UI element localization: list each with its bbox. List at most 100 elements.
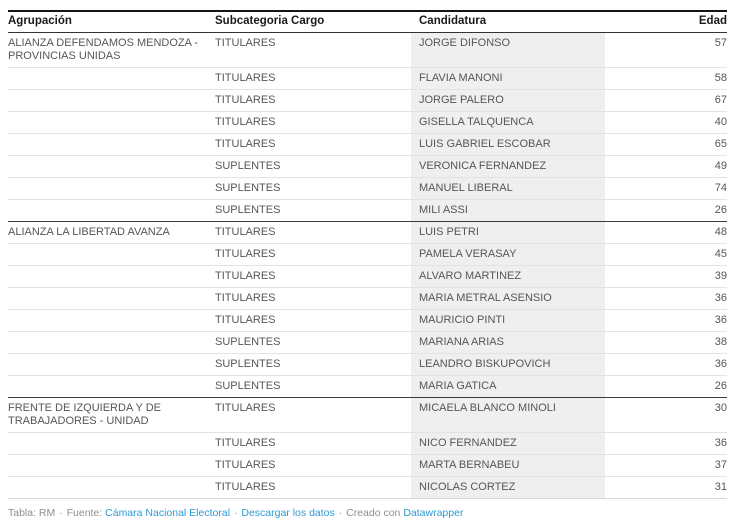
cell-edad: 49: [605, 155, 727, 178]
separator-dot: ·: [59, 507, 63, 519]
table-row: SUPLENTES MILI ASSI 26: [8, 199, 727, 222]
cell-agrupacion-empty: [8, 89, 215, 112]
table-row: TITULARES MARIA METRAL ASENSIO 36: [8, 287, 727, 310]
cell-edad: 37: [605, 454, 727, 477]
table-row: TITULARES JORGE PALERO 67: [8, 89, 727, 112]
col-header-agrupacion: Agrupación: [8, 10, 215, 33]
cell-candidatura: MARIANA ARIAS: [411, 331, 605, 354]
table-row: SUPLENTES LEANDRO BISKUPOVICH 36: [8, 353, 727, 376]
col-header-candidatura: Candidatura: [411, 10, 605, 33]
cell-candidatura: MANUEL LIBERAL: [411, 177, 605, 200]
cell-edad: 67: [605, 89, 727, 112]
separator-dot: ·: [233, 507, 238, 519]
cell-cargo: TITULARES: [215, 397, 411, 433]
cell-cargo: SUPLENTES: [215, 199, 411, 222]
cell-cargo: SUPLENTES: [215, 353, 411, 376]
cell-agrupacion-empty: [8, 309, 215, 332]
cell-candidatura: FLAVIA MANONI: [411, 67, 605, 90]
cell-edad: 38: [605, 331, 727, 354]
cell-cargo: TITULARES: [215, 287, 411, 310]
datawrapper-link[interactable]: Datawrapper: [403, 507, 464, 519]
separator-dot: ·: [338, 507, 343, 519]
cell-candidatura: NICOLAS CORTEZ: [411, 476, 605, 499]
cell-agrupacion-empty: [8, 111, 215, 134]
cell-cargo: TITULARES: [215, 309, 411, 332]
cell-agrupacion-empty: [8, 243, 215, 266]
cell-edad: 36: [605, 309, 727, 332]
cell-agrupacion: ALIANZA DEFENDAMOS MENDOZA - PROVINCIAS …: [8, 37, 199, 62]
table-header: Agrupación Subcategoria Cargo Candidatur…: [8, 10, 727, 33]
cell-edad: 65: [605, 133, 727, 156]
table-row: TITULARES MAURICIO PINTI 36: [8, 309, 727, 332]
cell-cargo: TITULARES: [215, 89, 411, 112]
cell-edad: 36: [605, 353, 727, 376]
cell-candidatura: MARIA GATICA: [411, 375, 605, 398]
cell-agrupacion-empty: [8, 265, 215, 288]
cell-candidatura: LUIS GABRIEL ESCOBAR: [411, 133, 605, 156]
table-row: TITULARES MARTA BERNABEU 37: [8, 454, 727, 477]
cell-candidatura: MICAELA BLANCO MINOLI: [411, 397, 605, 433]
cell-agrupacion: ALIANZA LA LIBERTAD AVANZA: [8, 221, 215, 244]
cell-candidatura: LUIS PETRI: [411, 221, 605, 244]
cell-candidatura: MARTA BERNABEU: [411, 454, 605, 477]
cell-edad: 26: [605, 375, 727, 398]
cell-cargo: TITULARES: [215, 476, 411, 499]
cell-edad: 26: [605, 199, 727, 222]
table-row: TITULARES FLAVIA MANONI 58: [8, 67, 727, 90]
cell-agrupacion-empty: [8, 454, 215, 477]
source-label: Fuente:: [66, 507, 103, 519]
cell-cargo: TITULARES: [215, 37, 276, 49]
attribution-footer: Tabla: RM · Fuente: Cámara Nacional Elec…: [8, 507, 727, 520]
cell-cargo: TITULARES: [215, 67, 411, 90]
cell-agrupacion-empty: [8, 287, 215, 310]
cell-candidatura: MILI ASSI: [411, 199, 605, 222]
cell-candidatura: VERONICA FERNANDEZ: [411, 155, 605, 178]
table-row: TITULARES LUIS GABRIEL ESCOBAR 65: [8, 133, 727, 156]
table-body: ALIANZA DEFENDAMOS MENDOZA - PROVINCIAS …: [8, 32, 727, 499]
cell-edad: 74: [605, 177, 727, 200]
source-link[interactable]: Cámara Nacional Electoral: [105, 507, 231, 519]
table-row: TITULARES NICO FERNANDEZ 36: [8, 432, 727, 455]
cell-agrupacion-empty: [8, 155, 215, 178]
table-row: SUPLENTES VERONICA FERNANDEZ 49: [8, 155, 727, 178]
table-row: FRENTE DE IZQUIERDA Y DE TRABAJADORES - …: [8, 397, 727, 433]
table-row: TITULARES PAMELA VERASAY 45: [8, 243, 727, 266]
cell-agrupacion-empty: [8, 133, 215, 156]
cell-edad: 40: [605, 111, 727, 134]
created-with-label: Creado con: [346, 507, 401, 519]
table-row: TITULARES ALVARO MARTINEZ 39: [8, 265, 727, 288]
cell-cargo: TITULARES: [215, 432, 411, 455]
col-header-edad: Edad: [605, 10, 727, 33]
cell-candidatura: MAURICIO PINTI: [411, 309, 605, 332]
cell-agrupacion-empty: [8, 353, 215, 376]
cell-candidatura: PAMELA VERASAY: [411, 243, 605, 266]
header-row: Agrupación Subcategoria Cargo Candidatur…: [8, 10, 727, 33]
cell-agrupacion: FRENTE DE IZQUIERDA Y DE TRABAJADORES - …: [8, 397, 215, 433]
table-row: ALIANZA DEFENDAMOS MENDOZA - PROVINCIAS …: [8, 32, 727, 68]
download-data-link[interactable]: Descargar los datos: [241, 507, 335, 519]
cell-edad: 45: [605, 243, 727, 266]
cell-candidatura: LEANDRO BISKUPOVICH: [411, 353, 605, 376]
table-row: TITULARES GISELLA TALQUENCA 40: [8, 111, 727, 134]
table-row: ALIANZA LA LIBERTAD AVANZA TITULARES LUI…: [8, 221, 727, 244]
col-header-subcategoria: Subcategoria Cargo: [215, 10, 411, 33]
cell-cargo: SUPLENTES: [215, 375, 411, 398]
cell-edad: 57: [714, 37, 727, 49]
cell-candidatura: GISELLA TALQUENCA: [411, 111, 605, 134]
cell-cargo: SUPLENTES: [215, 155, 411, 178]
cell-edad: 48: [605, 221, 727, 244]
cell-edad: 31: [605, 476, 727, 499]
cell-cargo: TITULARES: [215, 221, 411, 244]
cell-edad: 36: [605, 287, 727, 310]
cell-candidatura: JORGE DIFONSO: [411, 32, 605, 68]
cell-cargo: TITULARES: [215, 243, 411, 266]
cell-agrupacion-empty: [8, 177, 215, 200]
table-row: SUPLENTES MARIA GATICA 26: [8, 375, 727, 398]
cell-cargo: TITULARES: [215, 454, 411, 477]
table-credit-label: Tabla: RM: [8, 507, 56, 519]
cell-candidatura: JORGE PALERO: [411, 89, 605, 112]
cell-candidatura: ALVARO MARTINEZ: [411, 265, 605, 288]
cell-agrupacion-empty: [8, 476, 215, 499]
cell-agrupacion-empty: [8, 67, 215, 90]
